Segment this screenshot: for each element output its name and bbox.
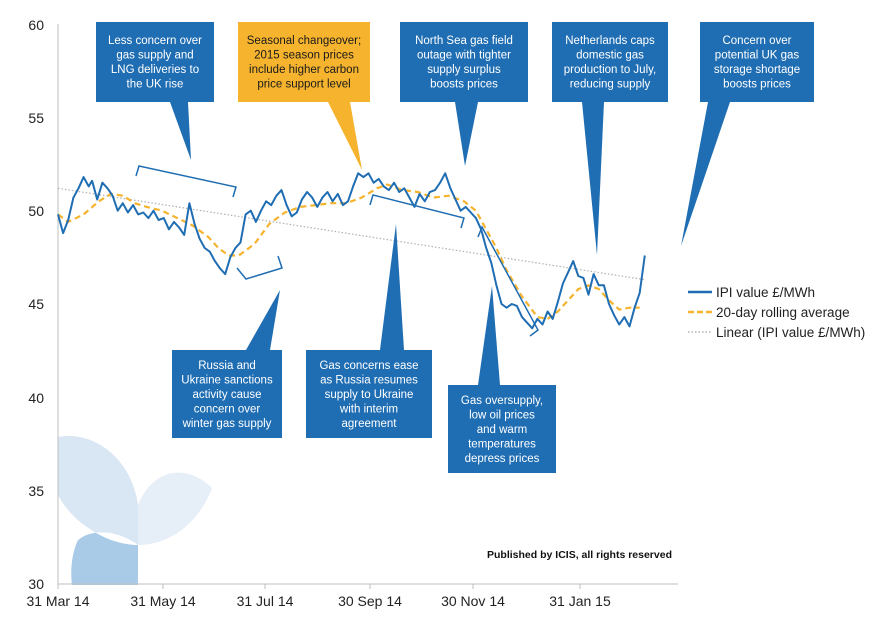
callout-text-line: supply surplus [427, 64, 501, 76]
callout-text-line: boosts prices [723, 79, 791, 91]
callout-box [448, 385, 556, 473]
legend-label-linear: Linear (IPI value £/MWh) [716, 325, 865, 340]
callout-text-line: boosts prices [430, 79, 498, 91]
callout-text-line: low oil prices [469, 409, 535, 421]
legend: IPI value £/MWh 20-day rolling average L… [688, 285, 865, 340]
legend-label-ipi: IPI value £/MWh [716, 285, 815, 300]
y-tick-label: 55 [28, 110, 44, 126]
callout-text-line: the UK rise [127, 79, 184, 91]
callout-text-line: potential UK gas [715, 50, 800, 62]
series-line-ipi-value [57, 172, 646, 330]
callout-text-line: outage with tighter [417, 50, 511, 62]
callout-text-line: Less concern over [108, 35, 202, 47]
series-line-rolling-average [57, 183, 640, 321]
annotation-pointers [170, 102, 730, 385]
callout-text-line: price support level [257, 79, 350, 91]
callout-box [96, 22, 214, 102]
callout-text-line: Gas oversupply, [461, 395, 543, 407]
y-axis-ticks: 30 35 40 45 50 55 60 [28, 17, 44, 592]
watermark-trefoil [58, 435, 212, 585]
x-tick-label: 31 Jul 14 [237, 593, 294, 609]
callout-box [400, 22, 528, 102]
callout-text-line: North Sea gas field [415, 35, 513, 47]
callout-text-line: LNG deliveries to [111, 64, 199, 76]
callout-text-line: agreement [342, 418, 398, 430]
legend-label-average: 20-day rolling average [716, 305, 850, 320]
x-tick-label: 30 Nov 14 [441, 593, 505, 609]
x-tick-label: 31 May 14 [130, 593, 196, 609]
callout-text-line: gas supply and [116, 50, 193, 62]
callout-text-line: winter gas supply [182, 418, 272, 430]
callout-text-line: storage shortage [714, 64, 800, 76]
callout-text-line: with interim [339, 403, 398, 415]
x-axis-ticks: 31 Mar 14 31 May 14 31 Jul 14 30 Sep 14 … [26, 584, 611, 609]
callout-text-line: concern over [194, 403, 261, 415]
callout-text-line: as Russia resumes [320, 374, 418, 386]
callout-text-line: domestic gas [576, 50, 644, 62]
y-tick-label: 40 [28, 390, 44, 406]
x-tick-label: 30 Sep 14 [338, 593, 402, 609]
y-tick-label: 45 [28, 296, 44, 312]
y-tick-label: 60 [28, 17, 44, 33]
callout-text-line: reducing supply [570, 79, 651, 91]
callout-box [238, 22, 370, 102]
callout-text-line: Concern over [722, 35, 791, 47]
callout-text-line: depress prices [465, 453, 540, 465]
callout-text-line: activity cause [192, 389, 261, 401]
series-line-linear-trend [57, 187, 645, 281]
callout-text-line: Netherlands caps [565, 35, 655, 47]
callout-text-line: Ukraine sanctions [181, 374, 273, 386]
y-tick-label: 50 [28, 203, 44, 219]
x-tick-label: 31 Jan 15 [549, 593, 611, 609]
callout-box [306, 350, 432, 438]
callout-box [172, 350, 282, 438]
callout-text-line: Gas concerns ease [319, 360, 418, 372]
callout-text-line: and warm [477, 424, 528, 436]
callout-box [552, 22, 668, 102]
callout-text-line: Russia and [198, 360, 256, 372]
callout-text-line: Seasonal changeover; [247, 35, 361, 47]
callout-text-line: temperatures [468, 438, 536, 450]
x-tick-label: 31 Mar 14 [26, 593, 89, 609]
annotation-brackets [135, 165, 539, 337]
publisher-credit: Published by ICIS, all rights reserved [487, 549, 672, 561]
callout-text-line: supply to Ukraine [325, 389, 414, 401]
callout-text-line: 2015 season prices [254, 50, 354, 62]
callout-text-line: production to July, [564, 64, 656, 76]
callout-text-line: include higher carbon [249, 64, 359, 76]
y-tick-label: 30 [28, 576, 44, 592]
y-tick-label: 35 [28, 483, 44, 499]
callout-box [700, 22, 814, 102]
annotation-callouts: Less concern over gas supply and LNG deliv… [96, 22, 814, 473]
